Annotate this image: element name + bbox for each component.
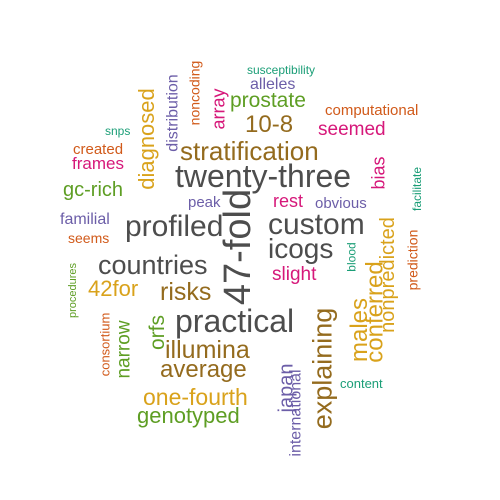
word-prostate: prostate <box>230 89 306 112</box>
word-gc-rich: gc-rich <box>63 179 124 201</box>
word-seemed: seemed <box>318 119 386 140</box>
word-alleles: alleles <box>250 76 296 93</box>
word-computational: computational <box>325 102 419 119</box>
word-average: average <box>160 356 247 383</box>
word-familial: familial <box>60 211 110 228</box>
word-obvious: obvious <box>315 195 367 212</box>
word-frames: frames <box>72 154 124 173</box>
word-seems: seems <box>68 230 110 246</box>
word-stratification: stratification <box>180 136 319 166</box>
word-distribution: distribution <box>164 74 182 152</box>
word-risks: risks <box>160 278 212 306</box>
word-47-fold: 47-fold <box>217 188 260 306</box>
word-array: array <box>208 88 229 130</box>
word-practical: practical <box>175 303 295 339</box>
word-10-8: 10-8 <box>245 111 294 138</box>
word-international: international <box>287 369 305 457</box>
word-narrow: narrow <box>113 320 135 379</box>
word-icogs: icogs <box>268 233 334 264</box>
word-created: created <box>73 141 124 158</box>
word-blood: blood <box>344 242 359 272</box>
word-procedures: procedures <box>67 262 80 319</box>
word-one-fourth: one-fourth <box>143 384 248 410</box>
word-peak: peak <box>188 194 221 211</box>
word-explaining: explaining <box>307 307 338 430</box>
word-snps: snps <box>105 124 131 138</box>
word-consortium: consortium <box>97 312 113 377</box>
word-42for: 42for <box>88 276 139 301</box>
word-facilitate: facilitate <box>410 166 425 212</box>
word-content: content <box>340 376 383 391</box>
word-prediction: prediction <box>404 229 421 291</box>
word-profiled: profiled <box>125 210 224 243</box>
word-noncoding: noncoding <box>186 60 203 126</box>
word-twenty-three: twenty-three <box>175 158 352 194</box>
word-slight: slight <box>272 264 317 285</box>
word-males: males <box>346 297 374 363</box>
word-diagnosed: diagnosed <box>133 88 159 190</box>
word-nonpredicted: nonpredicted <box>376 217 399 333</box>
word-countries: countries <box>98 250 208 280</box>
word-bias: bias <box>368 156 389 190</box>
word-susceptibility: susceptibility <box>247 63 316 77</box>
word-custom: custom <box>268 208 365 241</box>
word-genotyped: genotyped <box>137 403 240 428</box>
word-illumina: illumina <box>165 336 250 364</box>
word-orfs: orfs <box>146 314 170 351</box>
word-rest: rest <box>273 191 304 211</box>
